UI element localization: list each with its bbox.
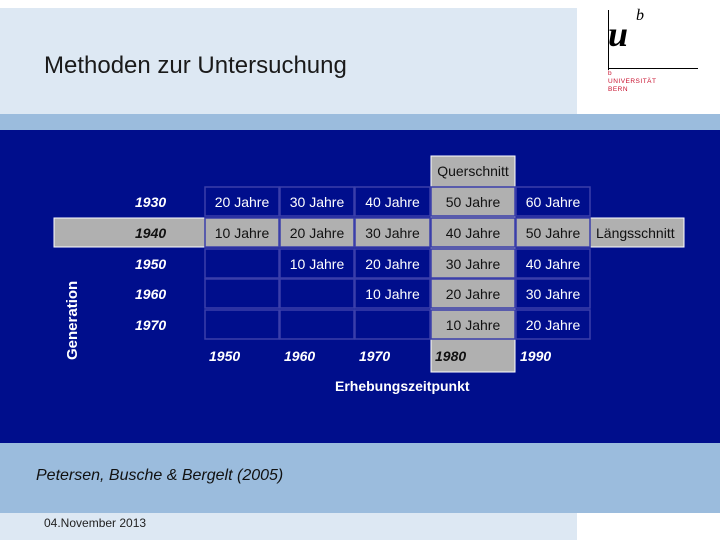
age-cell-value: 20 Jahre [215, 194, 270, 210]
grid-cell [430, 217, 516, 248]
grid-cell [354, 248, 431, 279]
logo-horizontal-rule [608, 68, 698, 69]
age-cell-value: 10 Jahre [290, 256, 345, 272]
generation-label: 1940 [135, 225, 166, 241]
top-accent-strip [0, 114, 720, 130]
grid-cell [430, 309, 516, 340]
survey-year-label: 1960 [284, 348, 315, 364]
age-cell-value: 40 Jahre [526, 256, 581, 272]
generation-label: 1970 [135, 317, 166, 333]
y-axis-label: Generation [64, 280, 81, 360]
age-cell-value: 10 Jahre [446, 317, 501, 333]
cross-section-label: Querschnitt [437, 163, 509, 179]
age-cell-value: 30 Jahre [290, 194, 345, 210]
age-cell-value: 20 Jahre [290, 225, 345, 241]
survey-year-label: 1990 [520, 348, 551, 364]
slide-date: 04.November 2013 [44, 516, 147, 530]
age-cell-value: 30 Jahre [446, 256, 501, 272]
logo-line-2: UNIVERSITÄT [608, 78, 657, 85]
age-cell-value: 50 Jahre [446, 194, 501, 210]
longitudinal-label: Längsschnitt [596, 225, 675, 241]
slide-title: Methoden zur Untersuchung [44, 52, 347, 79]
header-band [0, 8, 577, 114]
logo-u-glyph: u [608, 14, 629, 54]
age-cell-value: 10 Jahre [365, 286, 420, 302]
grid-cell [279, 278, 355, 309]
grid-cell [354, 186, 431, 217]
age-cell-value: 10 Jahre [215, 225, 270, 241]
generation-label: 1960 [135, 286, 166, 302]
generation-label: 1930 [135, 194, 166, 210]
age-cell-value: 50 Jahre [526, 225, 581, 241]
survey-year-label: 1970 [359, 348, 390, 364]
logo-vertical-rule [608, 10, 609, 70]
age-cell-value: 30 Jahre [526, 286, 581, 302]
grid-cell [279, 309, 355, 340]
generation-label: 1950 [135, 256, 166, 272]
cross-section-band [430, 155, 516, 373]
grid-cell [204, 278, 280, 309]
logo-b-glyph: b [636, 7, 644, 24]
grid-cell [430, 248, 516, 279]
grid-cell [515, 217, 591, 248]
age-cell-value: 60 Jahre [526, 194, 581, 210]
logo-line-1: b [608, 70, 613, 77]
grid-cell [430, 186, 516, 217]
diagram-panel [0, 130, 720, 443]
age-cell-value: 40 Jahre [365, 194, 420, 210]
age-cell-value: 20 Jahre [365, 256, 420, 272]
grid-cell [204, 309, 280, 340]
grid-cell [515, 278, 591, 309]
grid-cell [354, 278, 431, 309]
grid-cell [279, 217, 355, 248]
grid-cell [279, 186, 355, 217]
university-logo: u b b UNIVERSITÄT BERN [608, 7, 708, 94]
grid-cell [204, 186, 280, 217]
grid-cell [354, 309, 431, 340]
grid-cell [515, 248, 591, 279]
footer-band [0, 513, 577, 540]
age-cell-value: 20 Jahre [526, 317, 581, 333]
grid-cell [515, 186, 591, 217]
age-cell-value: 40 Jahre [446, 225, 501, 241]
grid-cell [204, 217, 280, 248]
grid-cell [279, 248, 355, 279]
citation: Petersen, Busche & Bergelt (2005) [36, 467, 284, 484]
age-cell-value: 30 Jahre [365, 225, 420, 241]
survey-year-label: 1950 [209, 348, 240, 364]
bottom-accent-strip [0, 443, 720, 513]
age-cell-value: 20 Jahre [446, 286, 501, 302]
grid-cell [204, 248, 280, 279]
logo-text: b UNIVERSITÄT BERN [608, 70, 656, 94]
logo-line-3: BERN [608, 86, 629, 93]
grid-cell [354, 217, 431, 248]
x-axis-label: Erhebungszeitpunkt [335, 378, 470, 394]
grid-cell [430, 278, 516, 309]
grid-cell [515, 309, 591, 340]
survey-year-label: 1980 [435, 348, 466, 364]
